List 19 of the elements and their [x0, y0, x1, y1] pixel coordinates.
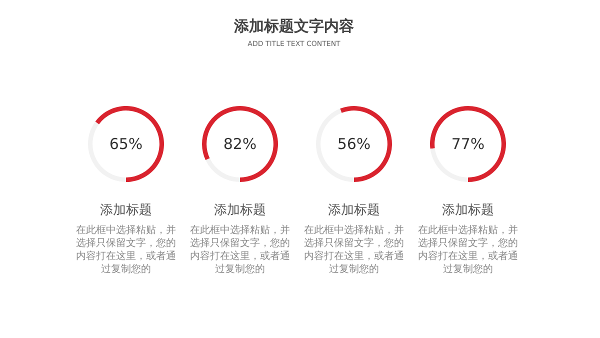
text: 在此框中选择粘贴，并选择只保留文字，您的内容打在这里，或者通过复制您的 [76, 224, 176, 275]
text: 在此框中选择粘贴，并选择只保留文字，您的内容打在这里，或者通过复制您的 [190, 224, 290, 275]
data-label: 77% [451, 135, 485, 153]
data-label: 82% [223, 135, 257, 153]
text: 添加标题 [100, 203, 152, 218]
donut-slice [206, 158, 240, 182]
data-label: 65% [109, 135, 143, 153]
data-label: 56% [337, 135, 371, 153]
donut-slice [430, 148, 468, 182]
donut-slice [430, 106, 506, 182]
text: 添加标题 [328, 203, 380, 218]
text: 在此框中选择粘贴，并选择只保留文字，您的内容打在这里，或者通过复制您的 [304, 224, 404, 275]
text: 添加标题 [442, 203, 494, 218]
text: 添加标题 [214, 203, 266, 218]
donut-slice [340, 106, 392, 182]
text: 添加标题文字内容 [233, 17, 354, 35]
donut-slice [202, 106, 278, 182]
text: 在此框中选择粘贴，并选择只保留文字，您的内容打在这里，或者通过复制您的 [418, 224, 518, 275]
donut-slice [95, 106, 164, 182]
